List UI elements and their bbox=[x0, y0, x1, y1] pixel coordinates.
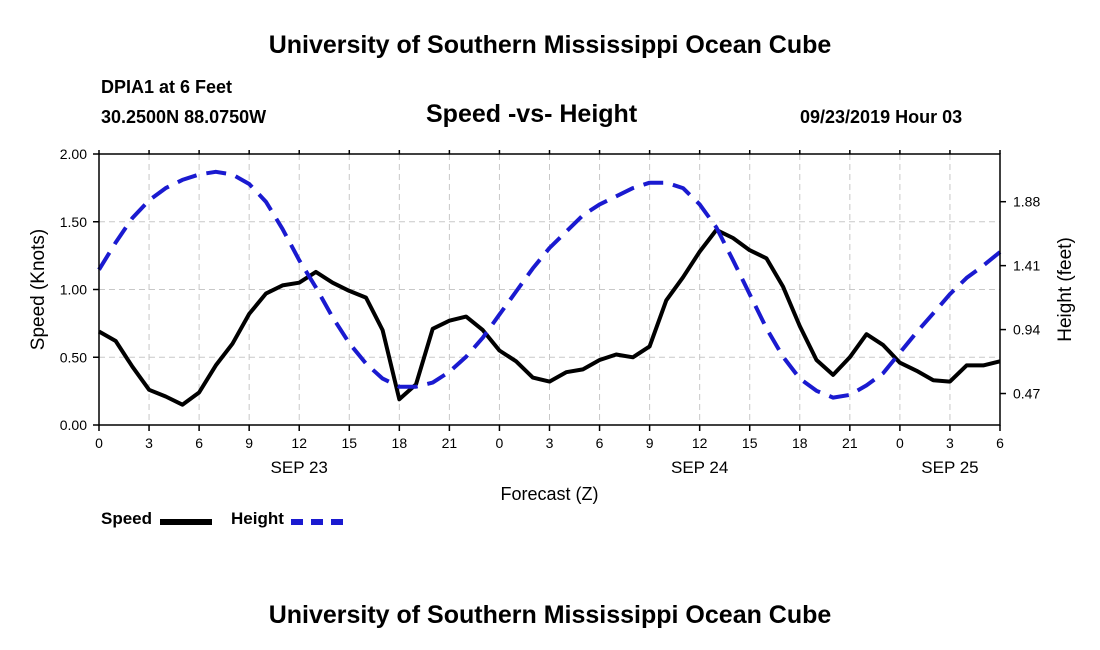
y-right-tick-label: 0.94 bbox=[1013, 322, 1040, 338]
x-tick-label: 0 bbox=[896, 435, 904, 451]
x-tick-label: 21 bbox=[842, 435, 858, 451]
x-tick-label: 6 bbox=[996, 435, 1004, 451]
footer-title: University of Southern Mississippi Ocean… bbox=[268, 601, 832, 629]
date-label: SEP 23 bbox=[271, 458, 328, 477]
series-line-height bbox=[97, 169, 1002, 400]
x-axis-title: Forecast (Z) bbox=[500, 484, 598, 504]
legend-height-label: Height bbox=[231, 509, 284, 528]
legend-speed-swatch bbox=[160, 519, 212, 525]
y-right-axis-title: Height (feet) bbox=[1055, 237, 1076, 342]
y-left-tick-label: 2.00 bbox=[60, 146, 87, 162]
legend-speed-label: Speed bbox=[101, 509, 153, 528]
x-tick-label: 3 bbox=[546, 435, 554, 451]
x-tick-label: 6 bbox=[195, 435, 203, 451]
x-tick-label: 15 bbox=[742, 435, 758, 451]
y-left-tick-label: 1.50 bbox=[60, 214, 87, 230]
y-left-tick-label: 1.00 bbox=[60, 282, 87, 298]
y-right-tick-label: 1.41 bbox=[1013, 258, 1040, 274]
x-tick-label: 0 bbox=[95, 435, 103, 451]
x-tick-label: 18 bbox=[392, 435, 408, 451]
x-tick-label: 12 bbox=[692, 435, 708, 451]
y-left-tick-label: 0.00 bbox=[60, 417, 87, 433]
x-tick-label: 3 bbox=[145, 435, 153, 451]
x-tick-label: 12 bbox=[291, 435, 307, 451]
legend-height-swatch bbox=[291, 519, 343, 525]
x-tick-label: 0 bbox=[496, 435, 504, 451]
x-tick-label: 18 bbox=[792, 435, 808, 451]
x-tick-label: 9 bbox=[245, 435, 253, 451]
y-left-axis-title: Speed (Knots) bbox=[28, 229, 49, 350]
station-label: DPIA1 at 6 Feet bbox=[101, 77, 233, 97]
x-tick-label: 3 bbox=[946, 435, 954, 451]
date-label: SEP 25 bbox=[921, 458, 978, 477]
y-right-tick-label: 0.47 bbox=[1013, 386, 1040, 402]
chart-title: Speed -vs- Height bbox=[426, 100, 638, 128]
y-left-tick-label: 0.50 bbox=[60, 349, 87, 365]
date-label: SEP 24 bbox=[671, 458, 728, 477]
station-coordinates: 30.2500N 88.0750W bbox=[101, 107, 267, 127]
series-line-speed bbox=[98, 227, 1001, 407]
x-tick-label: 15 bbox=[341, 435, 357, 451]
x-tick-label: 6 bbox=[596, 435, 604, 451]
forecast-datetime: 09/23/2019 Hour 03 bbox=[800, 107, 963, 127]
y-right-tick-label: 1.88 bbox=[1013, 194, 1040, 210]
x-tick-label: 21 bbox=[442, 435, 458, 451]
page-title: University of Southern Mississippi Ocean… bbox=[268, 31, 832, 59]
x-tick-label: 9 bbox=[646, 435, 654, 451]
